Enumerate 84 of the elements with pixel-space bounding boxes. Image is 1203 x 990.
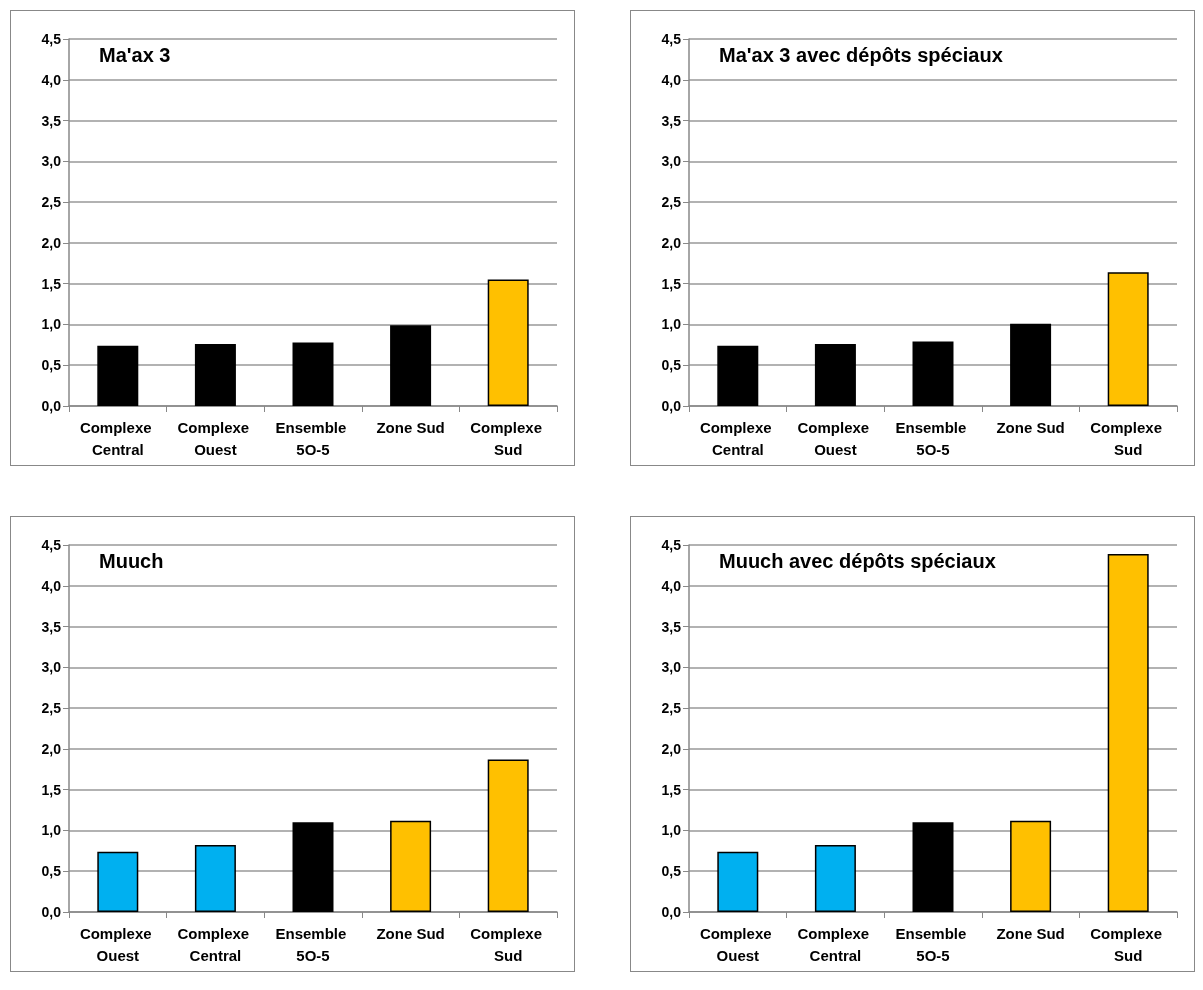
y-tick-label: 3,5 bbox=[661, 618, 682, 635]
y-tick-label: 2,5 bbox=[661, 700, 682, 717]
x-tick-label: Complexe Sud bbox=[1090, 924, 1167, 964]
y-tick-label: 4,5 bbox=[661, 537, 682, 553]
x-tick-label: Complexe Ouest bbox=[699, 924, 776, 964]
y-tick-label: 3,5 bbox=[661, 112, 682, 129]
x-tick-label: Complexe Sud bbox=[470, 924, 547, 964]
y-tick-label: 4,5 bbox=[41, 31, 62, 47]
bar bbox=[717, 851, 759, 912]
y-tick-label: 2,5 bbox=[41, 700, 62, 717]
y-tick-label: 3,0 bbox=[661, 659, 682, 676]
y-tick-label: 0,5 bbox=[41, 357, 62, 374]
y-tick-label: 4,5 bbox=[661, 31, 682, 47]
bar bbox=[912, 822, 954, 912]
chart-title: Ma'ax 3 avec dépôts spéciaux bbox=[719, 44, 1003, 66]
y-tick-label: 2,5 bbox=[661, 194, 682, 211]
bar bbox=[814, 344, 856, 406]
y-tick-label: 1,5 bbox=[661, 781, 682, 798]
bar bbox=[390, 820, 432, 912]
bar bbox=[1010, 323, 1052, 406]
x-tick-label: Ensemble 5O-5 bbox=[895, 418, 971, 458]
y-tick-label: 0,5 bbox=[41, 863, 62, 880]
bar bbox=[912, 341, 954, 406]
y-tick-label: 1,0 bbox=[661, 316, 682, 333]
bar bbox=[194, 344, 236, 406]
bar bbox=[1010, 820, 1052, 912]
bar bbox=[97, 345, 139, 406]
x-tick-label: Complexe Central bbox=[79, 418, 156, 458]
y-tick-label: 2,0 bbox=[41, 234, 62, 251]
y-tick-label: 4,0 bbox=[41, 71, 62, 88]
x-tick-label: Complexe Central bbox=[797, 924, 874, 964]
y-tick-label: 3,5 bbox=[41, 112, 62, 129]
x-tick-label: Ensemble 5O-5 bbox=[275, 418, 351, 458]
x-tick-label: Zone Sud bbox=[996, 924, 1065, 942]
bar bbox=[292, 342, 334, 406]
bar bbox=[194, 845, 236, 912]
y-tick-label: 4,0 bbox=[41, 577, 62, 594]
chart-title: Muuch bbox=[99, 550, 164, 572]
y-tick-label: 4,0 bbox=[661, 71, 682, 88]
bar bbox=[292, 822, 334, 912]
y-tick-label: 0,5 bbox=[661, 357, 682, 374]
bar bbox=[1107, 553, 1149, 912]
y-tick-label: 1,5 bbox=[41, 275, 62, 292]
y-tick-label: 4,5 bbox=[41, 537, 62, 553]
chart-title: Muuch avec dépôts spéciaux bbox=[719, 550, 996, 572]
bar bbox=[97, 851, 139, 912]
y-tick-label: 0,5 bbox=[661, 863, 682, 880]
x-tick-label: Zone Sud bbox=[996, 418, 1065, 436]
bar bbox=[487, 759, 529, 912]
x-tick-label: Complexe Central bbox=[177, 924, 254, 964]
y-tick-label: 1,5 bbox=[41, 781, 62, 798]
bar bbox=[1107, 272, 1149, 406]
y-tick-label: 1,5 bbox=[661, 275, 682, 292]
x-tick-label: Zone Sud bbox=[376, 924, 445, 942]
x-tick-label: Complexe Sud bbox=[1090, 418, 1167, 458]
y-tick-label: 1,0 bbox=[41, 316, 62, 333]
y-tick-label: 0,0 bbox=[661, 904, 682, 920]
y-tick-label: 3,0 bbox=[661, 153, 682, 170]
bar bbox=[487, 279, 529, 406]
y-tick-label: 1,0 bbox=[41, 822, 62, 839]
y-tick-label: 0,0 bbox=[41, 398, 62, 414]
y-tick-label: 0,0 bbox=[661, 398, 682, 414]
y-tick-label: 0,0 bbox=[41, 904, 62, 920]
x-tick-label: Zone Sud bbox=[376, 418, 445, 436]
bar bbox=[717, 345, 759, 406]
y-tick-label: 1,0 bbox=[661, 822, 682, 839]
y-tick-label: 4,0 bbox=[661, 577, 682, 594]
x-tick-label: Complexe Central bbox=[699, 418, 776, 458]
x-tick-label: Ensemble 5O-5 bbox=[895, 924, 971, 964]
x-tick-label: Complexe Ouest bbox=[797, 418, 874, 458]
y-tick-label: 3,5 bbox=[41, 618, 62, 635]
bar bbox=[390, 325, 432, 406]
x-tick-label: Complexe Sud bbox=[470, 418, 547, 458]
y-tick-label: 2,0 bbox=[41, 740, 62, 757]
x-tick-label: Ensemble 5O-5 bbox=[275, 924, 351, 964]
y-tick-label: 2,0 bbox=[661, 740, 682, 757]
x-tick-label: Complexe Ouest bbox=[79, 924, 156, 964]
bar bbox=[814, 845, 856, 912]
y-tick-label: 3,0 bbox=[41, 659, 62, 676]
y-tick-label: 2,5 bbox=[41, 194, 62, 211]
y-tick-label: 2,0 bbox=[661, 234, 682, 251]
chart-title: Ma'ax 3 bbox=[99, 44, 171, 66]
x-tick-label: Complexe Ouest bbox=[177, 418, 254, 458]
y-tick-label: 3,0 bbox=[41, 153, 62, 170]
